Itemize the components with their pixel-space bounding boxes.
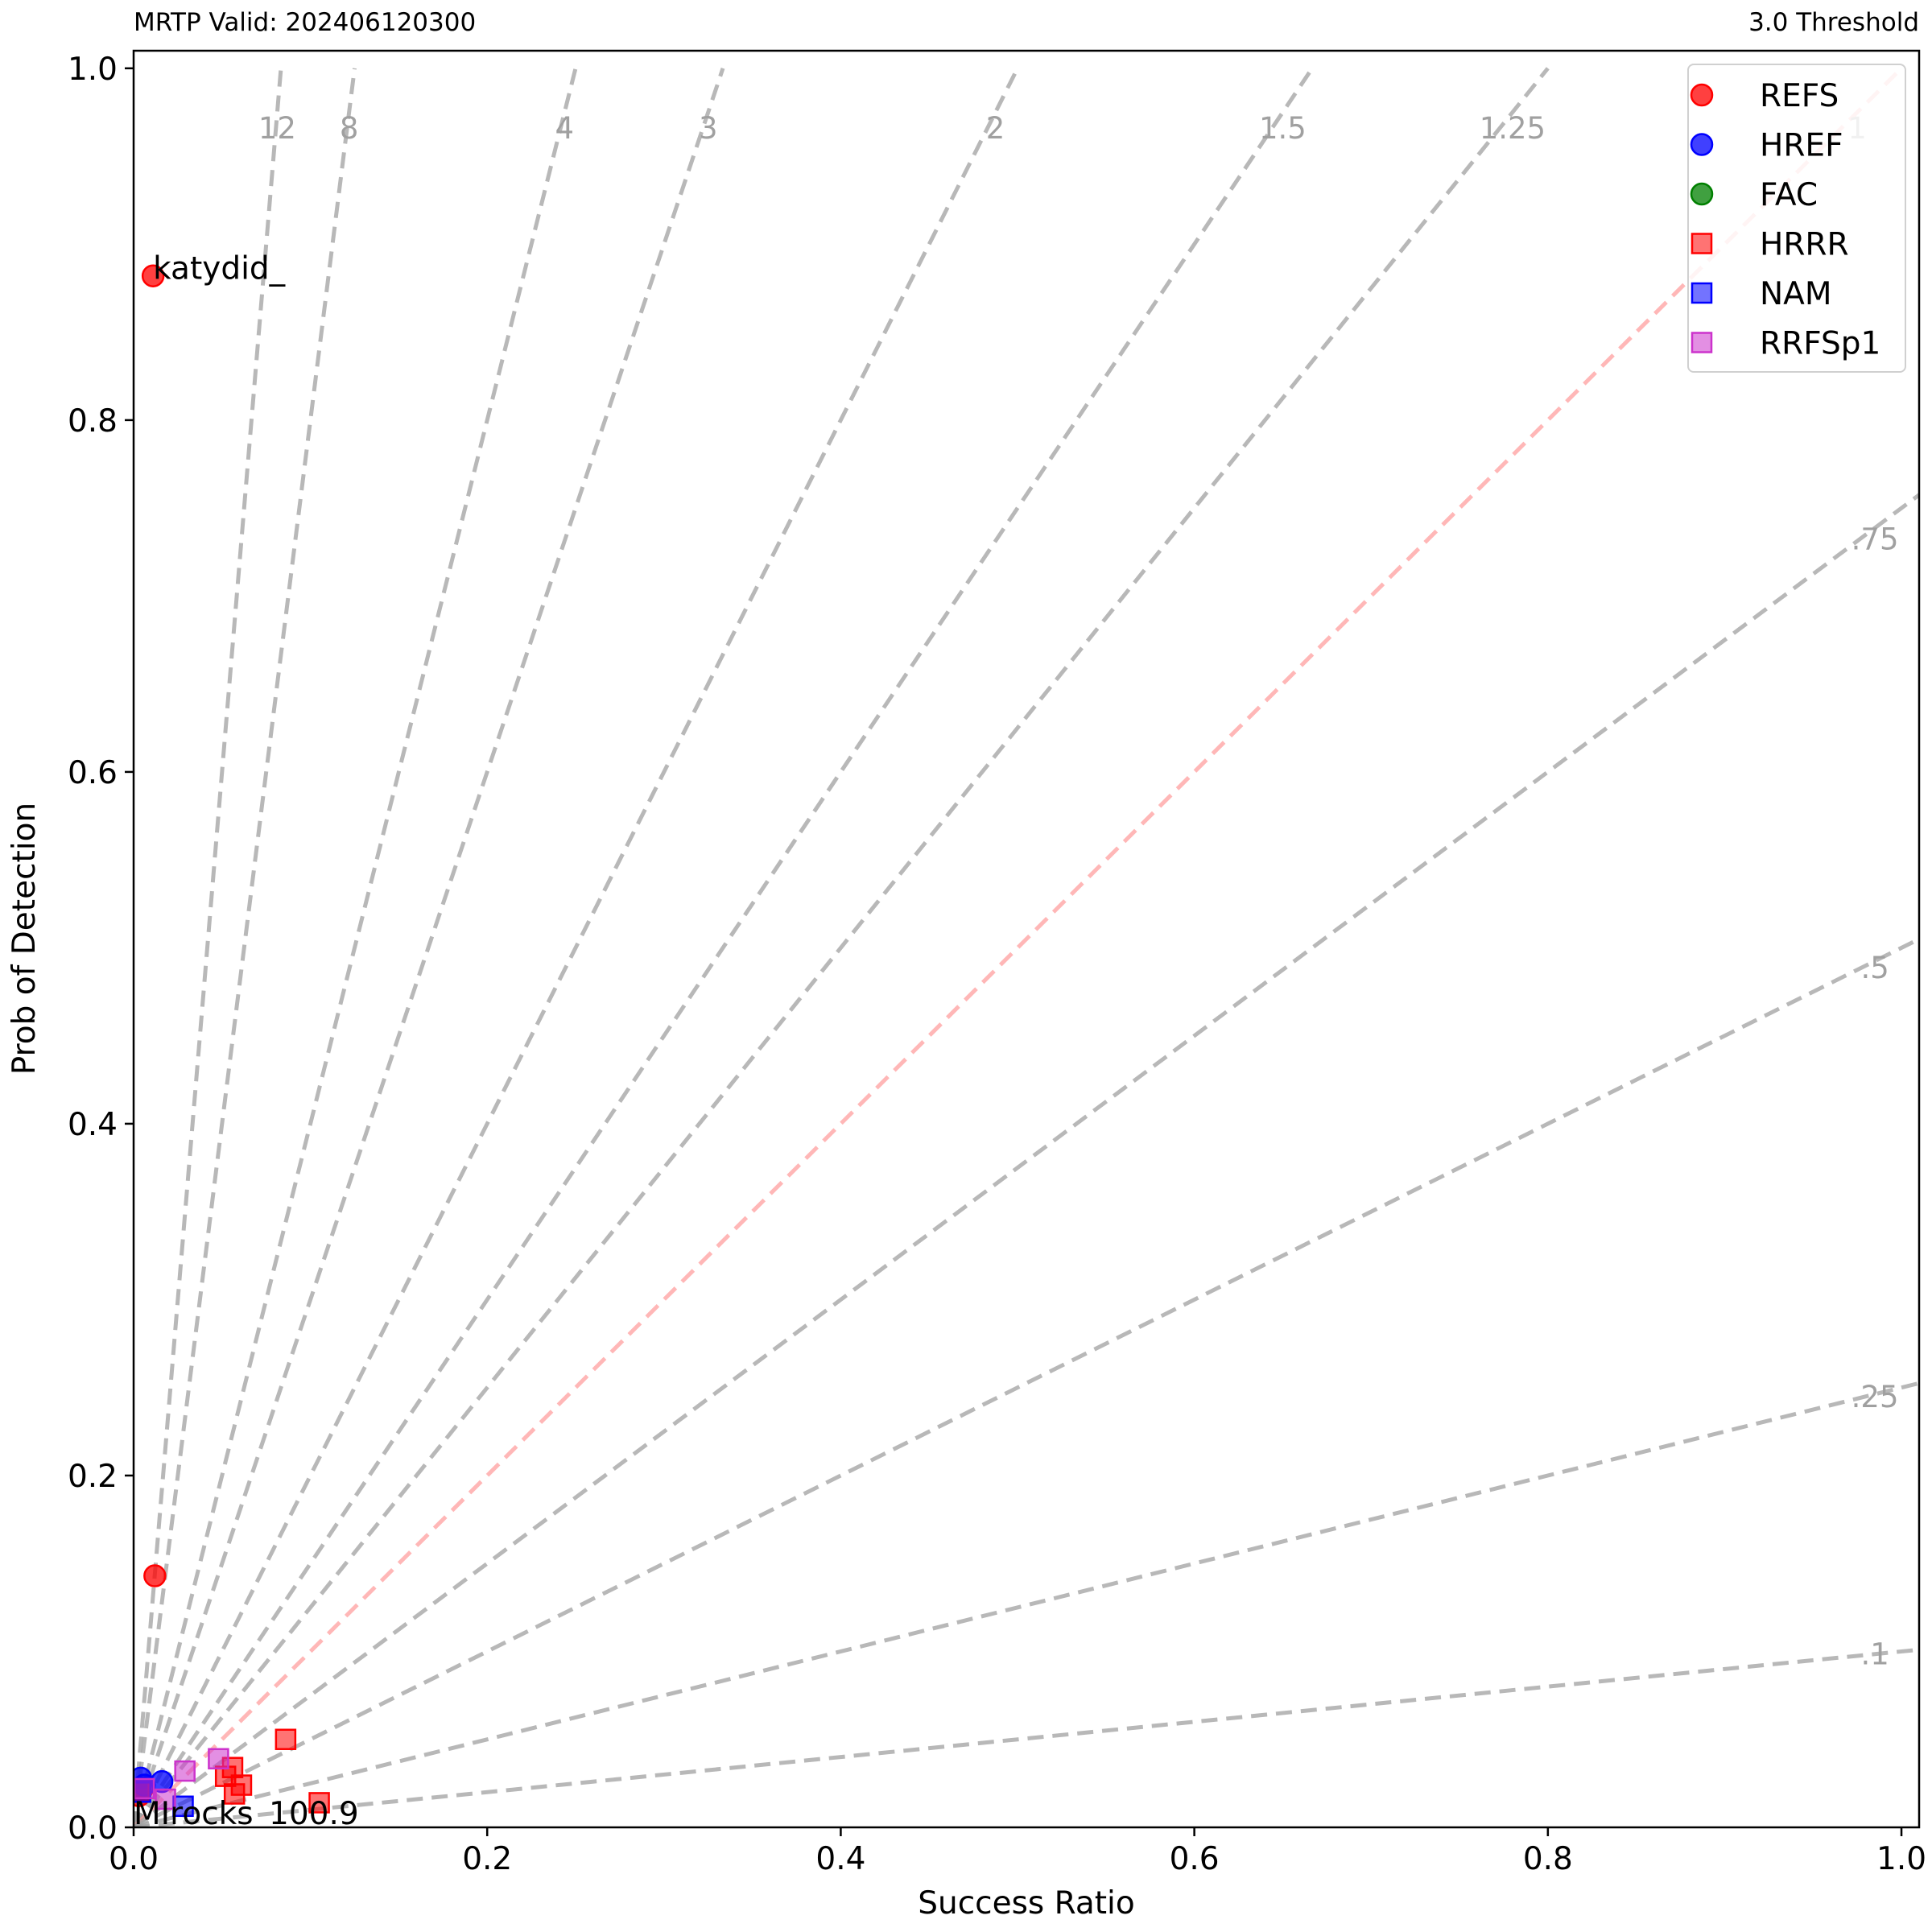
y-axis-label: Prob of Detection [6,803,43,1075]
y-tick-label: 0.0 [68,1810,118,1847]
valid-time-header: MRTP Valid: 202406120300 [134,8,476,37]
legend-marker-refs [1690,83,1714,107]
bias-label: 1.5 [1259,111,1307,146]
bias-line [134,68,283,1827]
point-hrrr [223,1783,246,1805]
legend-label-href: HREF [1760,128,1843,164]
point-hrrr [275,1728,297,1750]
bias-label: .25 [1852,1380,1899,1414]
x-tick-label: 0.2 [462,1841,512,1877]
legend-marker-nam [1690,282,1713,304]
point-refs [143,1564,167,1587]
point-refs [141,264,165,287]
bias-line [134,67,1903,1827]
bias-line [134,1647,1919,1827]
y-tick-label: 1.0 [68,52,118,88]
plot-frame [132,49,1921,1829]
bias-line [134,68,578,1827]
x-tick-label: 1.0 [1876,1841,1926,1877]
x-tick-label: 0.4 [815,1841,865,1877]
legend-label-refs: REFS [1760,78,1839,114]
bias-label: .5 [1860,951,1889,985]
point-annotations: katydid_ MIrocks_100.9 [134,251,359,1832]
y-tick-label: 0.8 [68,403,118,440]
bias-label: .1 [1860,1637,1889,1671]
point-annotation: MIrocks_100.9 [134,1796,359,1832]
bias-line [134,936,1919,1827]
bias-line [134,67,1315,1827]
threshold-header: 3.0 Threshold [1748,8,1919,37]
bias-line [134,68,357,1827]
bias-label: 8 [340,111,359,146]
legend-label-rrfsp1: RRFSp1 [1760,326,1880,362]
legend-label-fac: FAC [1760,177,1818,213]
y-tick-label: 0.6 [68,755,118,791]
legend-marker-hrrr [1690,233,1713,254]
legend: REFS HREF FAC HRRR NAM RRFSp1 [1687,64,1906,373]
bias-label: 4 [555,111,575,146]
legend-label-hrrr: HRRR [1760,227,1849,263]
legend-box [1687,64,1906,373]
bias-line [134,67,1020,1827]
bias-label: 2 [986,111,1005,146]
legend-marker-href [1690,133,1714,156]
bias-line [134,1381,1919,1827]
data-points [134,264,330,1818]
y-tick-label: 0.4 [68,1107,118,1143]
point-rrfsp1 [134,1777,155,1800]
bias-lines [134,67,1919,1827]
legend-marker-fac [1690,182,1714,206]
bias-label: 1.25 [1480,111,1546,146]
x-tick-label: 0.6 [1170,1841,1220,1877]
bias-line [134,67,1550,1827]
point-rrfsp1 [155,1788,176,1810]
legend-label-nam: NAM [1760,276,1832,312]
y-axis: 0.0 0.2 0.4 0.6 0.8 1.0 [68,52,134,1847]
x-axis: 0.0 0.2 0.4 0.6 0.8 1.0 [109,1827,1926,1877]
point-rrfsp1 [208,1748,229,1770]
legend-marker-rrfsp1 [1690,332,1713,353]
point-hrrr [308,1792,330,1814]
bias-label: 12 [258,111,296,146]
bias-label: 3 [699,111,718,146]
bias-label: .75 [1852,522,1899,557]
x-tick-label: 0.8 [1523,1841,1573,1877]
point-annotation: katydid_ [153,251,286,287]
point-rrfsp1 [174,1760,196,1782]
x-axis-label: Success Ratio [918,1885,1135,1922]
x-tick-label: 0.0 [109,1841,159,1877]
bias-line [134,68,725,1827]
y-tick-label: 0.2 [68,1459,118,1495]
bias-line [134,492,1919,1827]
